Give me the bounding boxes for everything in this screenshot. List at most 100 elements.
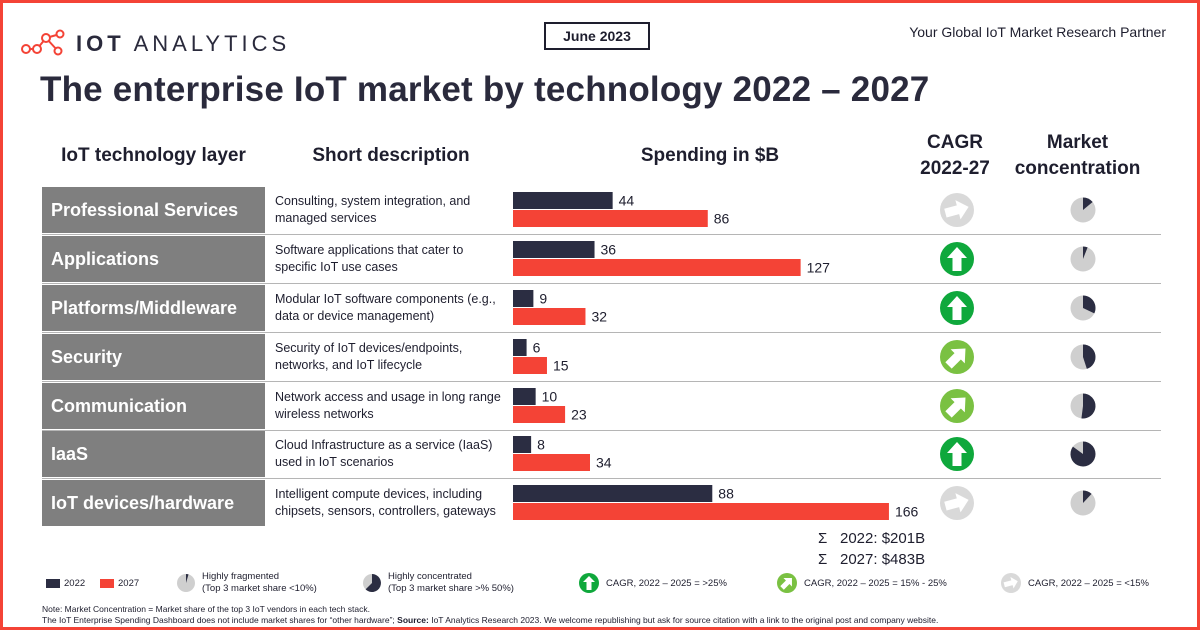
header-cagr: CAGR 2022-27 xyxy=(900,130,1010,182)
total-2022-text: 2022: $201B xyxy=(840,530,926,547)
value-label-2022-communication: 10 xyxy=(542,389,558,405)
legend-concentrated-line1: Highly concentrated xyxy=(388,571,472,582)
concentration-pie-slice-communication xyxy=(1081,393,1096,419)
arrow-up-icon-iaas xyxy=(947,442,967,466)
value-label-2027-iaas: 34 xyxy=(596,455,612,471)
arrow-right-icon-professional-services xyxy=(944,200,969,220)
legend-2022: 2022 xyxy=(46,568,85,598)
footnote-2-pre: The IoT Enterprise Spending Dashboard do… xyxy=(42,615,395,625)
header-layer: IoT technology layer xyxy=(61,145,246,166)
row-desc-iot-devices: Intelligent compute devices, including ch… xyxy=(266,480,509,526)
concentration-pie-slice-iot-devices-hardware xyxy=(1083,490,1092,503)
row-label-communication: Communication xyxy=(42,383,265,429)
row-label-professional-services: Professional Services xyxy=(42,187,265,233)
row-desc-line: wireless networks xyxy=(275,407,374,421)
header-description: Short description xyxy=(312,145,470,166)
header-concentration-line1: Market xyxy=(1046,132,1109,153)
bar-2027-platforms-middleware xyxy=(513,308,586,325)
concentrated-pie-icon xyxy=(363,574,381,592)
row-divider xyxy=(42,430,1161,431)
legend-2022-label: 2022 xyxy=(64,577,86,589)
legend-cagr-high: CAGR, 2022 – 2025 = >25% xyxy=(578,568,727,598)
value-label-2022-platforms-middleware: 9 xyxy=(539,291,547,307)
arrow-up-icon-applications xyxy=(947,247,967,271)
row-desc-professional-services: Consulting, system integration, and manag… xyxy=(266,187,509,233)
row-desc-platforms: Modular IoT software components (e.g., da… xyxy=(266,285,509,331)
bar-2027-applications xyxy=(513,259,801,276)
bar-2027-communication xyxy=(513,406,566,423)
row-desc-line: specific IoT use cases xyxy=(275,260,398,274)
concentration-pie-slice-professional-services xyxy=(1083,197,1093,210)
value-label-2022-iot-devices-hardware: 88 xyxy=(718,486,734,502)
footnote-2-post: IoT Analytics Research 2023. We welcome … xyxy=(431,615,939,625)
row-divider xyxy=(42,381,1161,382)
legend-cagr-mid: CAGR, 2022 – 2025 = 15% - 25% xyxy=(776,568,947,598)
row-label-security: Security xyxy=(42,334,265,380)
legend-swatch-2022 xyxy=(46,578,60,588)
arrow-up-icon xyxy=(579,573,599,593)
arrow-up-right-icon xyxy=(777,573,797,593)
row-desc-line: Consulting, system integration, and xyxy=(275,194,471,208)
sigma-symbol: Σ xyxy=(818,530,828,547)
arrow-up-icon-platforms-middleware xyxy=(947,296,967,320)
row-desc-line: Cloud Infrastructure as a service (IaaS) xyxy=(275,438,493,452)
concentration-pie-slice-applications xyxy=(1083,246,1088,259)
header-spending: Spending in $B xyxy=(640,145,780,166)
header-cagr-line2: 2022-27 xyxy=(920,158,990,179)
legend-cagr-low: CAGR, 2022 – 2025 = <15% xyxy=(1000,568,1149,598)
row-desc-line: networks, and IoT lifecycle xyxy=(275,358,423,372)
bar-2022-platforms-middleware xyxy=(513,290,534,307)
bar-2027-professional-services xyxy=(513,210,708,227)
value-label-2027-applications: 127 xyxy=(807,260,831,276)
row-desc-line: chipsets, sensors, controllers, gateways xyxy=(275,504,496,518)
bar-2027-iaas xyxy=(513,454,590,471)
value-label-2027-professional-services: 86 xyxy=(714,211,730,227)
brand-logo: IOT ANALYTICS xyxy=(20,26,320,62)
row-desc-line: data or device management) xyxy=(275,309,435,323)
value-label-2027-security: 15 xyxy=(553,358,569,374)
concentration-pie-slice-iaas xyxy=(1070,441,1096,467)
legend-cagr-high-text: CAGR, 2022 – 2025 = >25% xyxy=(606,577,727,589)
row-desc-line: Network access and usage in long range xyxy=(275,390,501,404)
brand-name-light: ANALYTICS xyxy=(133,31,291,56)
row-divider xyxy=(42,234,1161,235)
bar-2022-iot-devices-hardware xyxy=(513,485,713,502)
total-2027-text: 2027: $483B xyxy=(840,551,926,568)
bar-2022-professional-services xyxy=(513,192,613,209)
arrow-up-right-icon-security xyxy=(945,348,966,369)
header-cagr-line1: CAGR xyxy=(927,132,983,153)
row-divider xyxy=(42,283,1161,284)
date-badge: June 2023 xyxy=(544,22,650,50)
row-desc-line: Modular IoT software components (e.g., xyxy=(275,292,496,306)
brand-name-bold: IOT xyxy=(76,31,125,56)
footnote-1: Note: Market Concentration = Market shar… xyxy=(42,604,370,614)
legend-2027: 2027 xyxy=(100,568,139,598)
page-title: The enterprise IoT market by technology … xyxy=(40,70,930,109)
legend-fragmented-line2: (Top 3 market share <10%) xyxy=(202,583,317,594)
brand-name: IOT ANALYTICS xyxy=(76,31,290,57)
value-label-2022-professional-services: 44 xyxy=(619,193,635,209)
row-desc-line: Software applications that cater to xyxy=(275,243,464,257)
legend-2027-label: 2027 xyxy=(118,577,140,589)
legend-swatch-2027 xyxy=(100,578,114,588)
legend-fragmented: Highly fragmented (Top 3 market share <1… xyxy=(176,568,317,598)
concentration-pie-slice-platforms-middleware xyxy=(1083,295,1096,314)
value-label-2027-iot-devices-hardware: 166 xyxy=(895,504,919,520)
bar-2022-security xyxy=(513,339,527,356)
row-desc-communication: Network access and usage in long range wi… xyxy=(266,383,509,429)
footnote-source-label: Source: xyxy=(397,615,429,625)
total-2027: Σ 2027: $483B xyxy=(818,551,925,568)
legend-concentrated: Highly concentrated (Top 3 market share … xyxy=(362,568,514,598)
row-label-applications: Applications xyxy=(42,236,265,282)
row-divider xyxy=(42,478,1161,479)
row-desc-line: managed services xyxy=(275,211,377,225)
fragmented-pie-icon xyxy=(177,574,195,592)
row-desc-line: Intelligent compute devices, including xyxy=(275,487,483,501)
row-desc-line: used in IoT scenarios xyxy=(275,455,394,469)
tagline: Your Global IoT Market Research Partner xyxy=(909,24,1166,40)
value-label-2022-iaas: 8 xyxy=(537,437,545,453)
bar-2027-security xyxy=(513,357,547,374)
bar-2022-applications xyxy=(513,241,595,258)
